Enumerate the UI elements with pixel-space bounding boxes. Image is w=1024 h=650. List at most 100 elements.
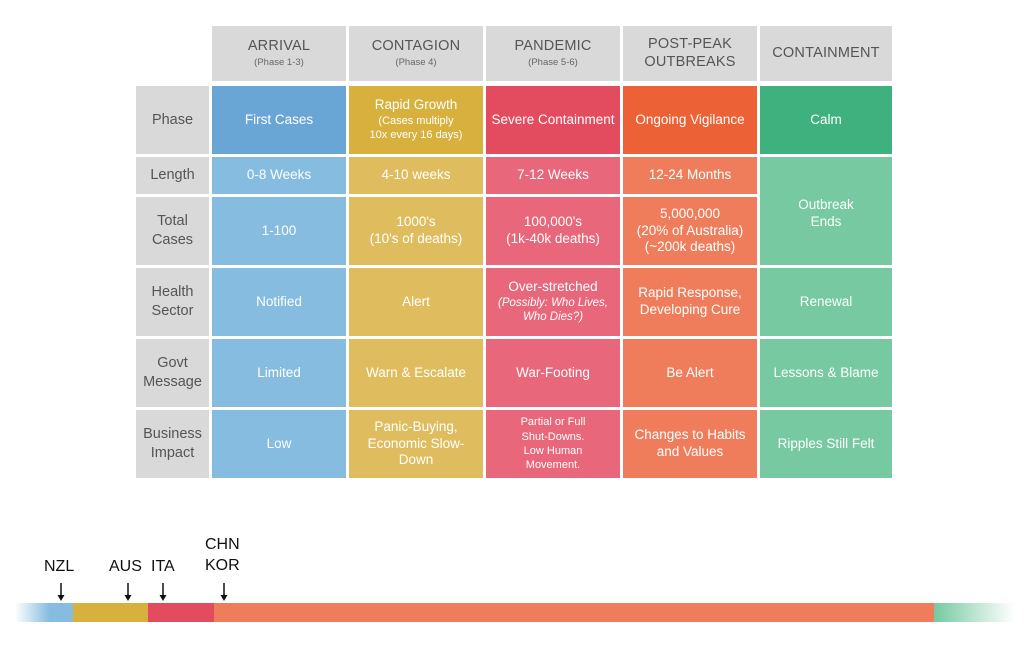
cell-text-line: Developing Cure bbox=[639, 302, 741, 317]
country-label-ita: ITA bbox=[151, 558, 175, 575]
cell-length-postpeak: 12-24 Months bbox=[623, 157, 757, 194]
cell-text-line: Length bbox=[150, 167, 195, 184]
cell-phase-containment: Calm bbox=[760, 86, 892, 154]
cell-text-line: (~200k deaths) bbox=[644, 239, 736, 255]
cell-text-line: Who Dies?) bbox=[522, 311, 584, 324]
cell-text-line: Outbreak bbox=[798, 197, 854, 212]
timeline-segment-postpeak bbox=[214, 603, 934, 622]
cell-text-line: Panic-Buying, bbox=[374, 418, 458, 434]
cell-text-line: 4-10 weeks bbox=[381, 167, 451, 183]
country-arrow-head bbox=[159, 595, 167, 601]
cell-text-line: Down bbox=[398, 452, 434, 468]
phase-header-pandemic: PANDEMIC (Phase 5-6) bbox=[486, 26, 620, 81]
cell-text-line: Renewal bbox=[799, 293, 853, 309]
cell-text-line: Limited bbox=[257, 364, 301, 380]
cell-govt-contagion: Warn & Escalate bbox=[349, 339, 483, 407]
cell-text-line: Over-stretched bbox=[508, 278, 598, 294]
cell-text-line: 5,000,000 bbox=[659, 205, 721, 221]
cell-containment-outbreak-ends: Outbreak Ends bbox=[760, 157, 892, 265]
cell-text-line: Message bbox=[143, 374, 202, 390]
phase-subtitle: (Phase 4) bbox=[395, 56, 437, 68]
cell-text-line: Ongoing Vigilance bbox=[635, 111, 745, 127]
cell-text-line: Be Alert bbox=[666, 364, 714, 380]
cell-text-line: Low bbox=[266, 435, 292, 451]
cell-text-line: Changes to Habits bbox=[634, 427, 746, 443]
cell-phase-arrival: First Cases bbox=[212, 86, 346, 154]
cell-text-line: Total bbox=[157, 213, 188, 230]
cell-text-line: 7-12 Weeks bbox=[517, 167, 589, 183]
phase-title: ARRIVAL bbox=[247, 38, 311, 55]
phase-title: CONTAGION bbox=[371, 38, 461, 55]
cell-text-line: 1-100 bbox=[261, 222, 297, 238]
cell-text-line: Business bbox=[143, 426, 202, 443]
cell-text-line: Partial or Full bbox=[520, 416, 586, 429]
cell-text-line: War-Footing bbox=[516, 364, 590, 380]
cell-text-line: Severe Containment bbox=[491, 111, 615, 127]
phase-header-containment: CONTAINMENT bbox=[760, 26, 892, 81]
cell-text-line: (10's of deaths) bbox=[369, 231, 463, 246]
phase-subtitle: (Phase 1-3) bbox=[254, 56, 304, 68]
timeline-segment-containment bbox=[934, 603, 1014, 622]
cell-text-line: Shut-Downs. bbox=[521, 430, 585, 443]
cell-text-line: Lessons & Blame bbox=[773, 364, 879, 380]
cell-text-line: Phase bbox=[151, 111, 194, 128]
cell-text-line: Economic Slow- bbox=[367, 435, 465, 451]
country-label-chn: CHN bbox=[205, 536, 240, 553]
cell-phase-contagion: Rapid Growth (Cases multiply 10x every 16 … bbox=[349, 86, 483, 154]
cell-text-line: Impact bbox=[150, 445, 195, 461]
cell-phase-pandemic: Severe Containment bbox=[486, 86, 620, 154]
phase-title: OUTBREAKS bbox=[644, 53, 736, 70]
cell-text-line: Rapid Response, bbox=[638, 285, 742, 301]
cell-text-line: Alert bbox=[402, 293, 430, 309]
cell-health-contagion: Alert bbox=[349, 268, 483, 336]
cell-phase-postpeak: Ongoing Vigilance bbox=[623, 86, 757, 154]
cell-text-line: Low Human bbox=[523, 445, 583, 457]
row-label-govt: Govt Message bbox=[136, 339, 209, 407]
country-label-aus: AUS bbox=[109, 558, 142, 575]
timeline-segment-contagion bbox=[73, 603, 148, 622]
cell-text-line: Health bbox=[151, 284, 194, 301]
phase-subtitle: (Phase 5-6) bbox=[528, 56, 578, 68]
cell-length-contagion: 4-10 weeks bbox=[349, 157, 483, 194]
cell-text-line: Movement. bbox=[525, 459, 581, 472]
cell-business-postpeak: Changes to Habits and Values bbox=[623, 410, 757, 478]
cell-text-line: and Values bbox=[656, 444, 724, 459]
cell-length-arrival: 0-8 Weeks bbox=[212, 157, 346, 194]
row-label-length: Length bbox=[136, 157, 209, 194]
cell-text-line: 12-24 Months bbox=[648, 167, 732, 183]
cell-total_cases-postpeak: 5,000,000 (20% of Australia) (~200k deaths… bbox=[623, 197, 757, 265]
phase-header-postpeak: POST-PEAK OUTBREAKS bbox=[623, 26, 757, 81]
cell-govt-pandemic: War-Footing bbox=[486, 339, 620, 407]
country-arrow-head bbox=[124, 595, 132, 601]
cell-text-line: Warn & Escalate bbox=[365, 364, 467, 380]
cell-text-line: Cases bbox=[151, 232, 194, 248]
cell-text-line: Calm bbox=[810, 111, 842, 127]
cell-business-containment: Ripples Still Felt bbox=[760, 410, 892, 478]
cell-total_cases-arrival: 1-100 bbox=[212, 197, 346, 265]
cell-text-line: 10x every 16 days) bbox=[369, 129, 463, 142]
cell-govt-arrival: Limited bbox=[212, 339, 346, 407]
timeline-segment-pandemic bbox=[148, 603, 214, 622]
cell-text-line: Ripples Still Felt bbox=[777, 435, 875, 451]
phase-title: CONTAINMENT bbox=[772, 44, 880, 61]
cell-total_cases-pandemic: 100,000's (1k-40k deaths) bbox=[486, 197, 620, 265]
row-label-business: Business Impact bbox=[136, 410, 209, 478]
phase-header-arrival: ARRIVAL (Phase 1-3) bbox=[212, 26, 346, 81]
cell-text-line: (1k-40k deaths) bbox=[506, 231, 600, 246]
cell-govt-containment: Lessons & Blame bbox=[760, 339, 892, 407]
cell-health-containment: Renewal bbox=[760, 268, 892, 336]
cell-length-pandemic: 7-12 Weeks bbox=[486, 157, 620, 194]
country-label-kor: KOR bbox=[205, 557, 240, 574]
country-arrow-head bbox=[220, 595, 228, 601]
cell-text-line: 0-8 Weeks bbox=[246, 167, 312, 183]
cell-govt-postpeak: Be Alert bbox=[623, 339, 757, 407]
cell-text-line: (Cases multiply bbox=[378, 115, 454, 128]
cell-health-arrival: Notified bbox=[212, 268, 346, 336]
cell-text-line: Ends bbox=[810, 213, 842, 229]
country-label-nzl: NZL bbox=[44, 558, 75, 575]
cell-health-postpeak: Rapid Response, Developing Cure bbox=[623, 268, 757, 336]
cell-business-contagion: Panic-Buying, Economic Slow- Down bbox=[349, 410, 483, 478]
cell-health-pandemic: Over-stretched (Possibly: Who Lives, Who D… bbox=[486, 268, 620, 336]
row-label-phase: Phase bbox=[136, 86, 209, 154]
cell-business-arrival: Low bbox=[212, 410, 346, 478]
